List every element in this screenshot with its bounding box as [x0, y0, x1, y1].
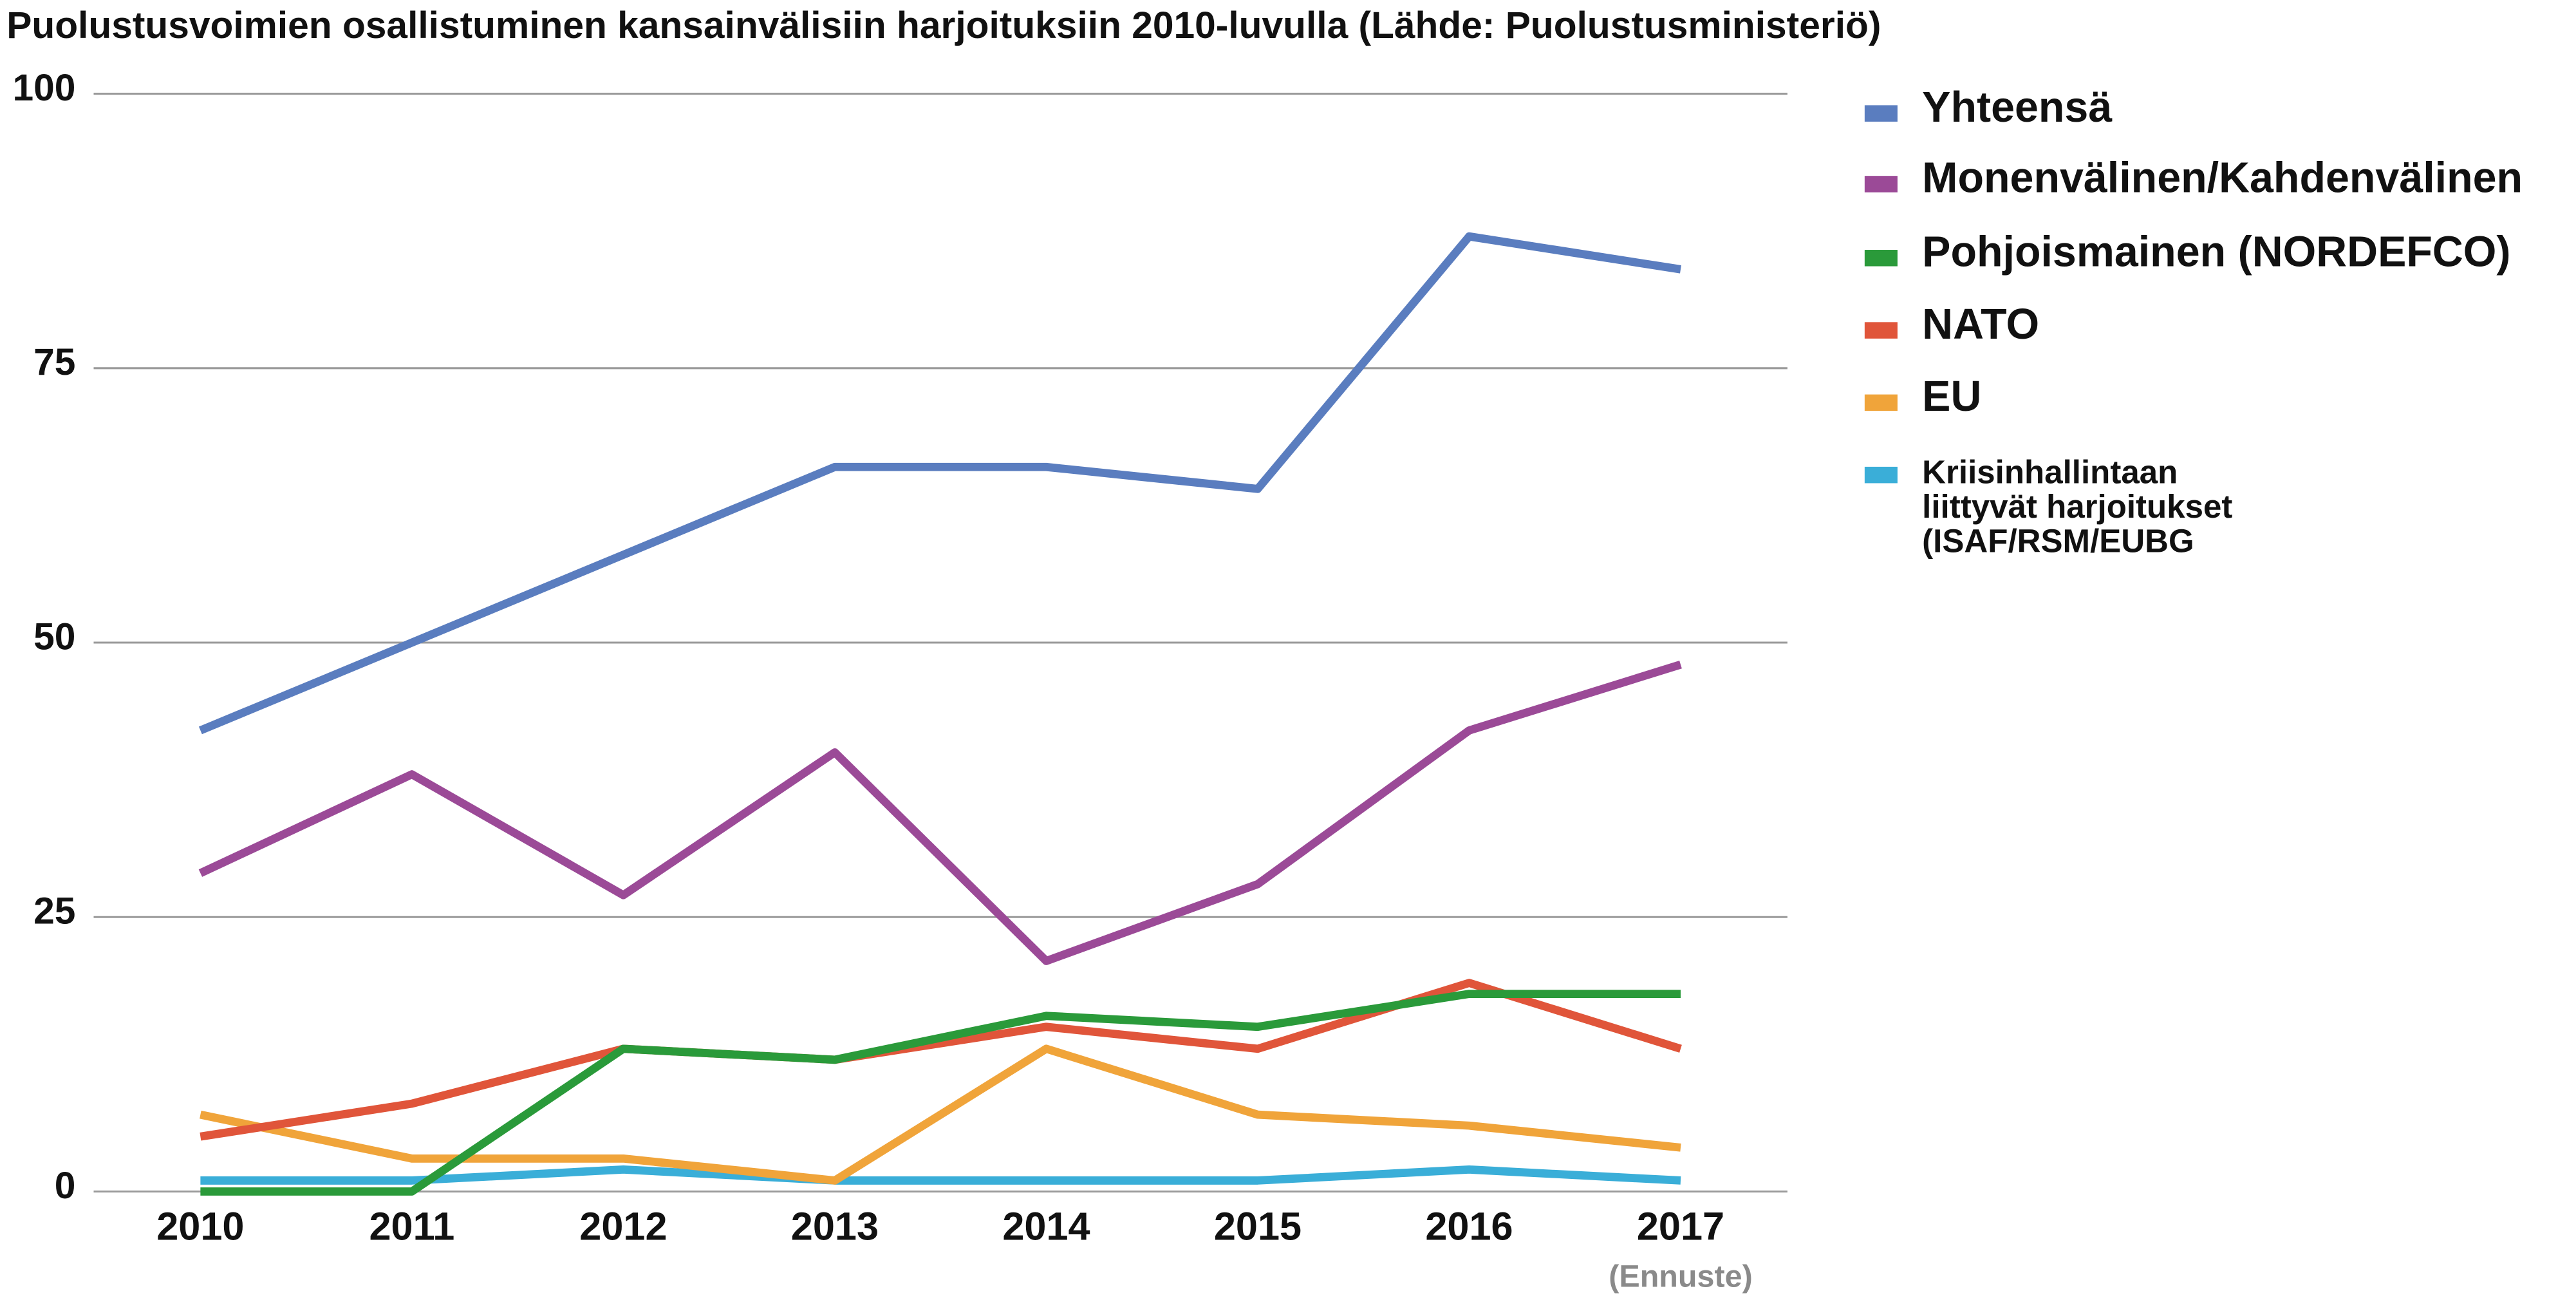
y-tick-label: 75: [33, 341, 75, 383]
x-tick-label: 2010: [156, 1204, 244, 1248]
annotation: (Ennuste): [1609, 1259, 1753, 1294]
x-tick-label: 2015: [1214, 1204, 1302, 1248]
legend-swatch: [1864, 466, 1898, 484]
legend-label: EU: [1922, 374, 1982, 421]
legend-entry: Yhteensä: [1922, 85, 2113, 132]
legend-label: NATO: [1922, 302, 2040, 349]
legend-label: Pohjoismainen (NORDEFCO): [1922, 230, 2511, 276]
x-tick-label: 2014: [1002, 1204, 1090, 1248]
legend-entry: Monenvälinen/Kahdenvälinen: [1922, 156, 2523, 202]
x-tick-label: 2016: [1425, 1204, 1513, 1248]
series-line: [200, 1044, 1681, 1185]
legend-swatch: [1864, 105, 1898, 122]
legend-swatch: [1864, 250, 1898, 267]
legend-label: Kriisinhallintaan liittyvät harjoitukset…: [1922, 457, 2233, 561]
series-line: [200, 979, 1682, 1141]
legend-swatch: [1864, 322, 1898, 339]
series-line: [200, 1165, 1681, 1185]
x-tick-label: 2011: [369, 1204, 454, 1248]
x-tick-label: 2012: [579, 1204, 667, 1248]
y-tick-label: 25: [33, 890, 75, 932]
y-tick-label: 0: [55, 1165, 76, 1207]
x-tick-label: 2013: [791, 1204, 879, 1248]
legend-swatch: [1864, 394, 1898, 411]
legend-entry: EU: [1922, 374, 1982, 421]
legend-entry: Pohjoismainen (NORDEFCO): [1922, 230, 2511, 276]
legend-entry: NATO: [1922, 302, 2040, 349]
y-tick-label: 100: [12, 67, 75, 109]
y-tick-label: 50: [33, 616, 75, 657]
chart-title: Puolustusvoimien osallistuminen kansainv…: [6, 5, 1881, 46]
legend-label: Monenvälinen/Kahdenvälinen: [1922, 156, 2523, 202]
series-line: [200, 990, 1681, 1196]
x-tick-label: 2017: [1637, 1204, 1724, 1248]
legend-swatch: [1864, 176, 1898, 193]
series-line: [198, 661, 1682, 965]
series-line: [198, 232, 1681, 735]
legend-label: Yhteensä: [1922, 85, 2113, 132]
legend-entry: Kriisinhallintaan liittyvät harjoitukset…: [1922, 457, 2233, 561]
